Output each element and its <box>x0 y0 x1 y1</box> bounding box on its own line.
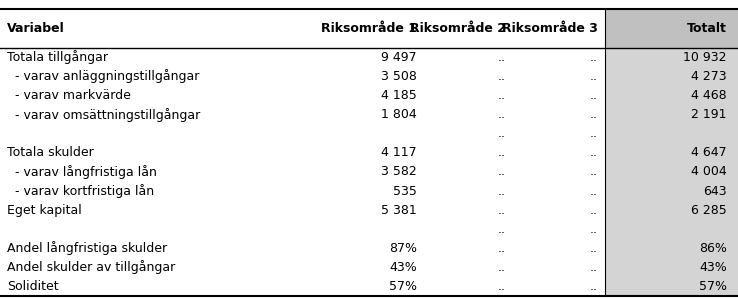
Text: 3 582: 3 582 <box>382 165 417 179</box>
Text: 535: 535 <box>393 184 417 198</box>
Text: 87%: 87% <box>389 242 417 255</box>
Text: - varav markvärde: - varav markvärde <box>7 89 131 102</box>
Text: - varav omsättningstillgångar: - varav omsättningstillgångar <box>7 108 201 122</box>
Text: ..: .. <box>497 261 506 274</box>
Text: Totalt: Totalt <box>687 22 727 35</box>
Text: 3 508: 3 508 <box>381 70 417 83</box>
Bar <box>605 48 738 296</box>
Text: 9 497: 9 497 <box>382 51 417 64</box>
Text: Andel långfristiga skulder: Andel långfristiga skulder <box>7 241 168 255</box>
Text: ..: .. <box>497 146 506 159</box>
Text: ..: .. <box>590 70 598 83</box>
Text: ..: .. <box>497 242 506 255</box>
Text: 4 117: 4 117 <box>382 146 417 159</box>
Text: ..: .. <box>497 127 506 140</box>
Text: Variabel: Variabel <box>7 22 65 35</box>
Text: ..: .. <box>497 51 506 64</box>
Text: 10 932: 10 932 <box>683 51 727 64</box>
Text: ..: .. <box>590 127 598 140</box>
Text: ..: .. <box>590 108 598 121</box>
Text: Riksområde 2: Riksområde 2 <box>410 22 506 35</box>
Text: ..: .. <box>497 184 506 198</box>
Text: Totala skulder: Totala skulder <box>7 146 94 159</box>
Text: 4 004: 4 004 <box>692 165 727 179</box>
Text: Totala tillgångar: Totala tillgångar <box>7 51 108 64</box>
Text: 57%: 57% <box>389 280 417 293</box>
Text: 4 185: 4 185 <box>382 89 417 102</box>
Text: 57%: 57% <box>699 280 727 293</box>
Text: 5 381: 5 381 <box>382 204 417 216</box>
Text: ..: .. <box>590 261 598 274</box>
Text: 43%: 43% <box>389 261 417 274</box>
Text: ..: .. <box>497 165 506 179</box>
Text: ..: .. <box>497 70 506 83</box>
Text: ..: .. <box>497 108 506 121</box>
Text: 4 468: 4 468 <box>692 89 727 102</box>
Text: 643: 643 <box>703 184 727 198</box>
Text: ..: .. <box>590 89 598 102</box>
Text: ..: .. <box>497 204 506 216</box>
Text: Eget kapital: Eget kapital <box>7 204 82 216</box>
Text: - varav anläggningstillgångar: - varav anläggningstillgångar <box>7 69 200 83</box>
Text: 6 285: 6 285 <box>692 204 727 216</box>
Text: ..: .. <box>590 51 598 64</box>
Bar <box>605 9 738 48</box>
Text: Riksområde 1: Riksområde 1 <box>321 22 417 35</box>
Text: ..: .. <box>590 223 598 236</box>
Text: ..: .. <box>590 165 598 179</box>
Text: 43%: 43% <box>699 261 727 274</box>
Text: ..: .. <box>590 280 598 293</box>
Text: 1 804: 1 804 <box>382 108 417 121</box>
Text: ..: .. <box>590 146 598 159</box>
Text: 4 647: 4 647 <box>692 146 727 159</box>
Text: - varav kortfristiga lån: - varav kortfristiga lån <box>7 184 154 198</box>
Text: Soliditet: Soliditet <box>7 280 59 293</box>
Text: 2 191: 2 191 <box>692 108 727 121</box>
Text: Andel skulder av tillgångar: Andel skulder av tillgångar <box>7 260 176 274</box>
Text: ..: .. <box>590 184 598 198</box>
Text: ..: .. <box>497 89 506 102</box>
Text: 4 273: 4 273 <box>692 70 727 83</box>
Text: - varav långfristiga lån: - varav långfristiga lån <box>7 165 157 179</box>
Text: ..: .. <box>590 204 598 216</box>
Text: ..: .. <box>590 242 598 255</box>
Text: 86%: 86% <box>699 242 727 255</box>
Text: ..: .. <box>497 280 506 293</box>
Text: Riksområde 3: Riksområde 3 <box>502 22 598 35</box>
Text: ..: .. <box>497 223 506 236</box>
